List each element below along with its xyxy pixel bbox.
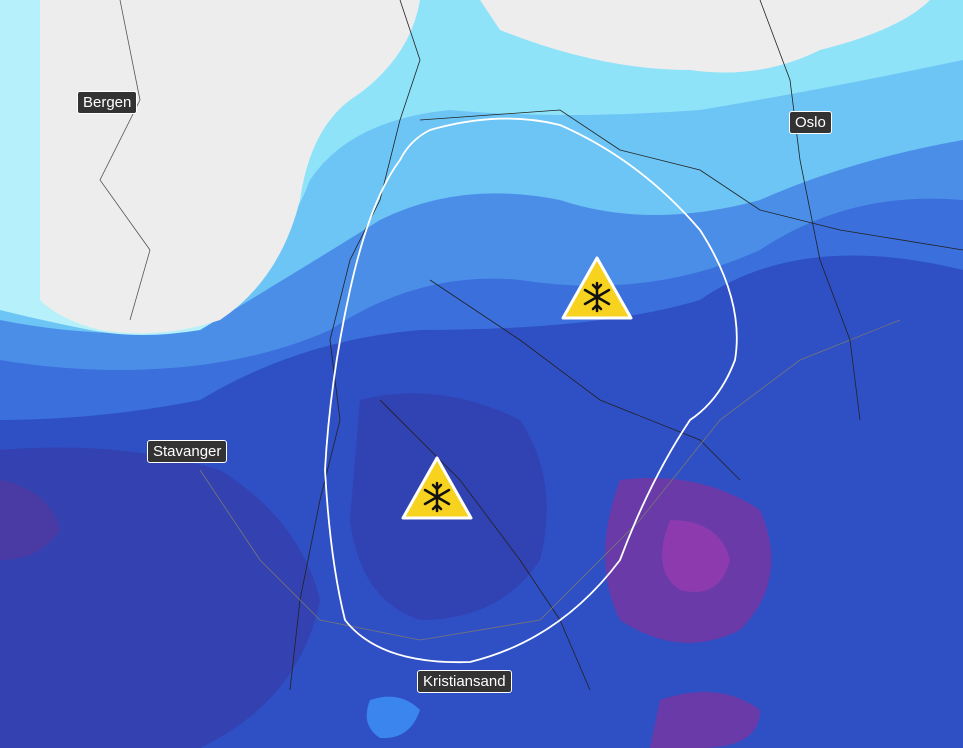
snowflake-warning-icon[interactable] — [559, 254, 635, 322]
warning-area-outline — [324, 117, 738, 664]
city-label-bergen[interactable]: Bergen — [77, 91, 138, 114]
snowflake-warning-icon[interactable] — [399, 454, 475, 522]
city-label-stavanger[interactable]: Stavanger — [147, 440, 228, 463]
city-label-kristiansand[interactable]: Kristiansand — [417, 670, 512, 693]
city-label-oslo[interactable]: Oslo — [789, 111, 832, 134]
